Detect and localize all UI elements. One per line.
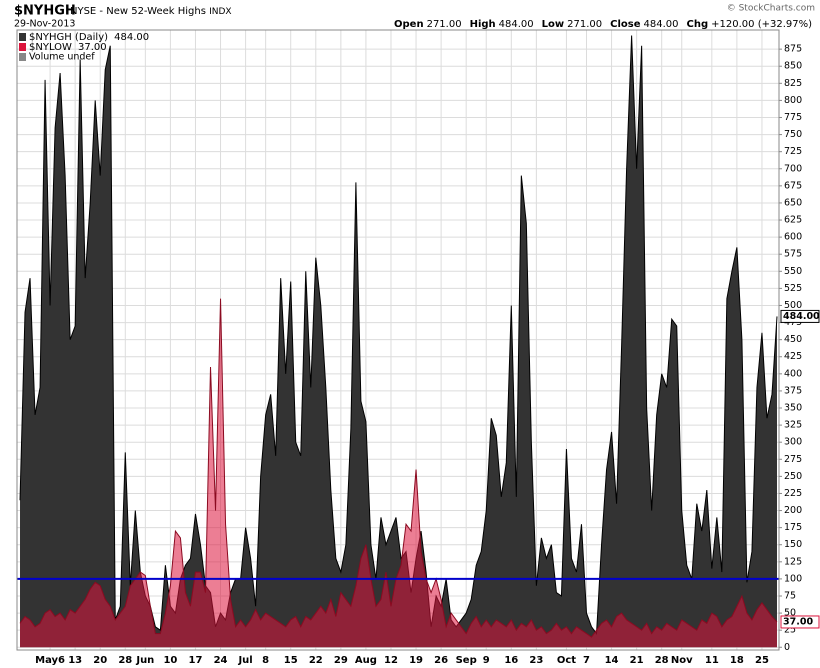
y-tick-label: 175: [784, 522, 802, 533]
y-tick-label: 275: [784, 454, 802, 465]
y-tick-label: 650: [784, 197, 802, 208]
y-tick-label: 675: [784, 180, 802, 191]
legend-note: Volume undef: [29, 52, 95, 63]
date: 29-Nov-2013: [14, 19, 75, 30]
x-tick-label: 21: [630, 655, 644, 666]
legend-label: $NYLOW: [29, 42, 72, 53]
x-tick-label: 23: [529, 655, 543, 666]
y-tick-label: 200: [784, 505, 802, 516]
area-line: [19, 298, 778, 638]
y-tick-label: 875: [784, 44, 802, 55]
y-tick-label: 775: [784, 112, 802, 123]
quote-value: 271.00: [567, 19, 602, 30]
quote-value: +120.00 (+32.97%): [711, 19, 812, 30]
legend-value: 37.00: [78, 42, 107, 53]
x-tick-label: May6: [35, 655, 65, 666]
legend-value: 484.00: [114, 32, 149, 43]
y-tick-label: 625: [784, 215, 802, 226]
y-tick-label: 425: [784, 351, 802, 362]
name: NYSE - New 52-Week Highs: [70, 6, 206, 17]
last-value-label: 484.00: [783, 311, 820, 322]
x-tick-label: Aug: [355, 655, 377, 666]
quote-label: Open: [394, 19, 424, 30]
last-value-label: 37.00: [783, 616, 813, 627]
y-tick-label: 700: [784, 163, 802, 174]
y-tick-label: 325: [784, 420, 802, 431]
x-tick-label: 28: [655, 655, 669, 666]
legend-swatch: [19, 43, 26, 51]
x-tick-label: Jun: [135, 655, 154, 666]
y-tick-label: 250: [784, 471, 802, 482]
y-tick-label: 400: [784, 368, 802, 379]
symbol: $NYHGH: [14, 4, 76, 19]
legend-label: $NYHGH (Daily): [29, 32, 108, 43]
exchange: INDX: [209, 7, 231, 17]
x-tick-label: Oct: [557, 655, 576, 666]
quote-value: 484.00: [499, 19, 534, 30]
y-tick-label: 500: [784, 300, 802, 311]
x-tick-label: 14: [605, 655, 619, 666]
y-tick-label: 350: [784, 403, 802, 414]
x-tick-label: 11: [705, 655, 719, 666]
y-tick-label: 0: [784, 642, 790, 653]
last-value-box: [780, 615, 820, 629]
x-tick-label: 24: [214, 655, 228, 666]
x-tick-label: 22: [309, 655, 323, 666]
x-tick-label: 8: [262, 655, 269, 666]
y-tick-label: 300: [784, 437, 802, 448]
y-tick-label: 150: [784, 539, 802, 550]
y-tick-label: 75: [784, 590, 796, 601]
y-tick-label: 750: [784, 129, 802, 140]
y-tick-label: 850: [784, 61, 802, 72]
x-tick-label: 20: [93, 655, 107, 666]
x-tick-label: Sep: [456, 655, 477, 666]
legend-swatch: [19, 33, 26, 41]
x-tick-label: 13: [68, 655, 82, 666]
y-tick-label: 100: [784, 573, 802, 584]
y-tick-label: 525: [784, 283, 802, 294]
y-tick-label: 50: [784, 608, 796, 619]
x-tick-label: 7: [583, 655, 590, 666]
y-tick-label: 125: [784, 556, 802, 567]
y-tick-label: 600: [784, 232, 802, 243]
x-tick-label: Nov: [671, 655, 693, 666]
quote: Open 271.00 High 484.00 Low 271.00 Close 484.00…: [394, 19, 812, 30]
x-tick-label: 12: [384, 655, 398, 666]
y-tick-label: 800: [784, 95, 802, 106]
area: [20, 298, 777, 648]
x-tick-label: 15: [284, 655, 298, 666]
x-tick-label: 17: [189, 655, 203, 666]
quote-label: Chg: [687, 19, 709, 30]
y-tick-label: 25: [784, 625, 796, 636]
legend-swatch: [19, 53, 26, 61]
x-tick-label: 25: [755, 655, 769, 666]
quote-value: 271.00: [427, 19, 462, 30]
x-tick-label: Jul: [237, 655, 252, 666]
instrument-name: NYSE - New 52-Week Highs INDX: [70, 6, 232, 17]
y-tick-label: 575: [784, 249, 802, 260]
last-value-box: [780, 309, 820, 323]
x-tick-label: 29: [334, 655, 348, 666]
x-tick-label: 16: [504, 655, 518, 666]
quote-value: 484.00: [644, 19, 679, 30]
y-tick-label: 375: [784, 385, 802, 396]
quote-label: Low: [542, 19, 564, 30]
y-tick-label: 725: [784, 146, 802, 157]
credit: © StockCharts.com: [727, 4, 815, 14]
x-tick-label: 18: [730, 655, 744, 666]
y-tick-label: 825: [784, 78, 802, 89]
x-tick-label: 28: [118, 655, 132, 666]
quote-label: Close: [610, 19, 641, 30]
y-tick-label: 450: [784, 334, 802, 345]
y-tick-label: 225: [784, 488, 802, 499]
x-tick-label: 9: [483, 655, 490, 666]
x-tick-label: 10: [163, 655, 177, 666]
y-tick-label: 550: [784, 266, 802, 277]
x-tick-label: 19: [409, 655, 423, 666]
quote-label: High: [470, 19, 496, 30]
x-tick-label: 26: [434, 655, 448, 666]
